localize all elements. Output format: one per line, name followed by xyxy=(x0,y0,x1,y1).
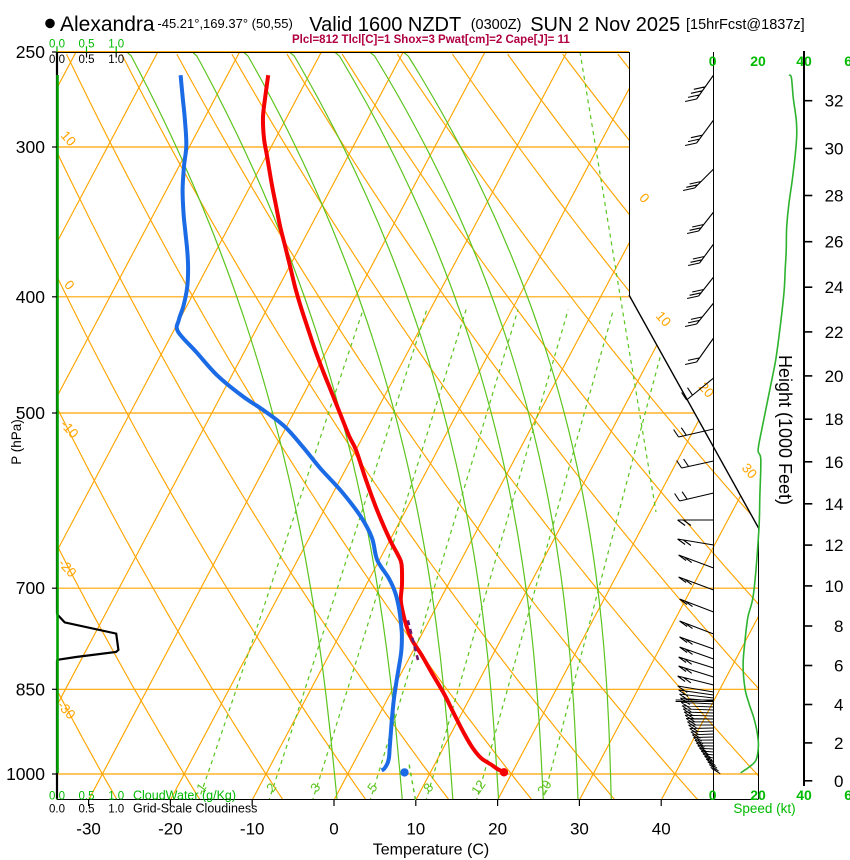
svg-text:28: 28 xyxy=(825,187,844,206)
svg-text:12: 12 xyxy=(825,536,844,555)
svg-text:0.0: 0.0 xyxy=(49,791,65,803)
svg-text:1.0: 1.0 xyxy=(108,39,124,51)
svg-text:30: 30 xyxy=(570,820,589,839)
svg-text:Height (1000 Feet): Height (1000 Feet) xyxy=(775,355,795,505)
svg-text:20: 20 xyxy=(750,53,766,69)
svg-text:0.0: 0.0 xyxy=(49,39,65,51)
svg-text:P (hPa): P (hPa) xyxy=(9,419,24,465)
svg-text:300: 300 xyxy=(16,137,45,157)
svg-text:30: 30 xyxy=(825,140,844,159)
svg-text:1.0: 1.0 xyxy=(108,804,124,816)
svg-text:4: 4 xyxy=(834,696,843,715)
svg-text:[15hrFcst@1837z]: [15hrFcst@1837z] xyxy=(686,17,805,33)
svg-text:3: 3 xyxy=(307,780,323,795)
svg-text:(0300Z): (0300Z) xyxy=(471,17,522,33)
svg-text:16: 16 xyxy=(825,453,844,472)
svg-text:22: 22 xyxy=(825,323,844,342)
svg-text:40: 40 xyxy=(796,787,812,803)
svg-text:500: 500 xyxy=(16,403,45,423)
svg-text:0.5: 0.5 xyxy=(79,804,95,816)
svg-text:Valid 1600 NZDT: Valid 1600 NZDT xyxy=(309,14,461,36)
svg-text:0: 0 xyxy=(834,772,843,791)
svg-text:Speed (kt): Speed (kt) xyxy=(733,801,795,816)
svg-text:Grid-Scale Cloudiness: Grid-Scale Cloudiness xyxy=(133,802,257,816)
svg-text:0.0: 0.0 xyxy=(49,54,65,66)
svg-text:8: 8 xyxy=(420,780,436,795)
svg-text:20: 20 xyxy=(696,379,717,400)
svg-text:60: 60 xyxy=(844,787,850,803)
svg-text:20: 20 xyxy=(750,787,766,803)
svg-text:10: 10 xyxy=(825,577,844,596)
svg-text:8: 8 xyxy=(834,617,843,636)
svg-text:2: 2 xyxy=(834,734,843,753)
svg-text:1.0: 1.0 xyxy=(108,791,124,803)
svg-text:0: 0 xyxy=(709,53,717,69)
svg-text:0.0: 0.0 xyxy=(49,804,65,816)
svg-text:CloudWater (g/Kg): CloudWater (g/Kg) xyxy=(133,789,236,803)
svg-text:20: 20 xyxy=(488,820,507,839)
svg-text:1.0: 1.0 xyxy=(108,54,124,66)
svg-text:30: 30 xyxy=(739,460,760,481)
svg-text:60: 60 xyxy=(844,53,850,69)
svg-text:20: 20 xyxy=(825,367,844,386)
svg-text:Temperature (C): Temperature (C) xyxy=(373,842,489,859)
svg-text:20: 20 xyxy=(534,777,555,797)
svg-text:850: 850 xyxy=(16,679,45,699)
svg-text:32: 32 xyxy=(825,92,844,111)
svg-text:700: 700 xyxy=(16,578,45,598)
svg-text:-30: -30 xyxy=(76,820,101,839)
svg-text:-20: -20 xyxy=(158,820,183,839)
svg-text:0: 0 xyxy=(636,190,652,206)
svg-text:Alexandra: Alexandra xyxy=(60,13,155,36)
svg-text:1000: 1000 xyxy=(6,764,45,784)
svg-text:400: 400 xyxy=(16,287,45,307)
svg-text:0: 0 xyxy=(709,787,717,803)
svg-text:5: 5 xyxy=(364,780,380,795)
svg-text:-45.21°,169.37° (50,55): -45.21°,169.37° (50,55) xyxy=(157,16,292,31)
svg-text:-20: -20 xyxy=(55,556,79,581)
svg-text:14: 14 xyxy=(825,495,844,514)
svg-text:Plcl=812 Tlcl[C]=1 Shox=3 Pwat: Plcl=812 Tlcl[C]=1 Shox=3 Pwat[cm]=2 Cap… xyxy=(292,34,570,46)
svg-text:0.5: 0.5 xyxy=(79,39,95,51)
svg-text:-10: -10 xyxy=(57,417,81,442)
svg-text:18: 18 xyxy=(825,410,844,429)
svg-text:0.5: 0.5 xyxy=(79,791,95,803)
svg-text:-10: -10 xyxy=(240,820,265,839)
svg-text:12: 12 xyxy=(468,777,489,797)
svg-text:40: 40 xyxy=(652,820,671,839)
svg-text:10: 10 xyxy=(653,308,674,329)
svg-text:0: 0 xyxy=(329,820,338,839)
svg-text:SUN 2 Nov 2025: SUN 2 Nov 2025 xyxy=(530,14,680,36)
svg-text:26: 26 xyxy=(825,233,844,252)
svg-text:10: 10 xyxy=(406,820,425,839)
svg-text:10: 10 xyxy=(58,128,79,149)
svg-text:250: 250 xyxy=(16,42,45,62)
svg-text:24: 24 xyxy=(825,278,844,297)
svg-text:0.5: 0.5 xyxy=(79,54,95,66)
svg-text:6: 6 xyxy=(834,657,843,676)
